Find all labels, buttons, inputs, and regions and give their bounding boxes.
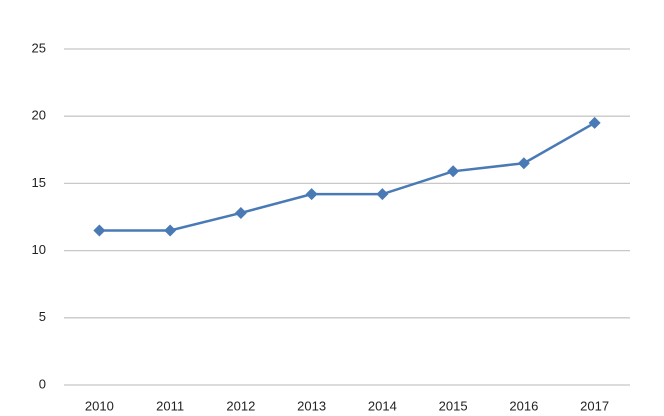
y-tick-label: 20 (32, 108, 46, 123)
data-point (164, 224, 177, 237)
data-point (93, 224, 106, 237)
x-tick-label: 2011 (156, 398, 184, 413)
data-point (588, 116, 601, 129)
x-tick-label: 2013 (297, 398, 326, 413)
x-tick-label: 2010 (85, 398, 114, 413)
y-tick-label: 5 (39, 309, 46, 324)
y-tick-label: 25 (32, 40, 46, 55)
x-tick-label: 2012 (226, 398, 255, 413)
data-point (517, 157, 530, 170)
data-line (99, 121, 596, 232)
data-point (447, 165, 460, 178)
data-point (234, 206, 247, 219)
data-point (376, 188, 389, 201)
y-tick-label: 0 (39, 376, 46, 391)
x-tick-label: 2016 (509, 398, 538, 413)
data-point (305, 188, 318, 201)
y-tick-label: 15 (32, 175, 46, 190)
y-tick-label: 10 (32, 242, 46, 257)
x-tick-label: 2015 (439, 398, 468, 413)
x-tick-label: 2014 (368, 398, 397, 413)
x-tick-label: 2017 (580, 398, 609, 413)
